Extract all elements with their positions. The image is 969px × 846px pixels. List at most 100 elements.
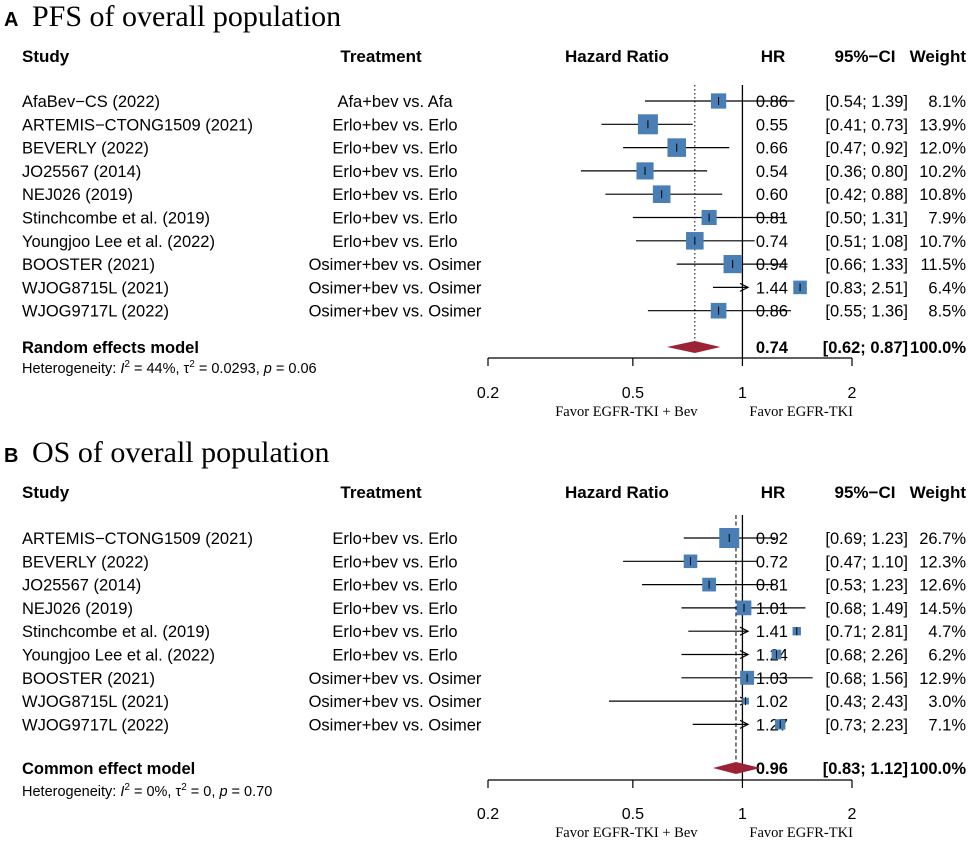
study-row: AfaBev−CS (2022) Afa+bev vs. Afa 0.86 [0.54… xyxy=(22,93,966,111)
pooled-label: Common effect model xyxy=(22,760,195,778)
heterogeneity-text: Heterogeneity: I2 = 0%, τ2 = 0, p = 0.70 xyxy=(22,782,272,800)
study-row: Stinchcombe et al. (2019) Erlo+bev vs. Er… xyxy=(22,210,966,228)
pooled-row: Common effect model 0.96 [0.83; 1.12] 100.0… xyxy=(22,760,966,778)
header-treatment: Treatment xyxy=(340,47,422,66)
study-row: BEVERLY (2022) Erlo+bev vs. Erlo 0.72 [0.47… xyxy=(22,553,966,571)
weight-value: 10.7% xyxy=(919,233,966,251)
het-tau-symbol: τ xyxy=(175,784,181,800)
ci-value: [0.73; 2.23] xyxy=(825,716,908,734)
panel-letter: B xyxy=(4,445,18,467)
study-name: JO25567 (2014) xyxy=(22,163,141,181)
pooled-diamond xyxy=(712,762,761,774)
treatment-label: Osimer+bev vs. Osimer xyxy=(309,279,482,297)
x-tick-label: 0.5 xyxy=(622,806,644,823)
hr-value: 0.81 xyxy=(756,577,788,595)
header-hazard-ratio: Hazard Ratio xyxy=(565,47,669,66)
hr-value: 1.41 xyxy=(756,623,788,641)
treatment-label: Osimer+bev vs. Osimer xyxy=(309,303,482,321)
ci-value: [0.68; 1.49] xyxy=(825,600,908,618)
weight-value: 14.5% xyxy=(919,600,966,618)
pooled-hr-value: 0.96 xyxy=(756,760,788,778)
header-ci: 95%−CI xyxy=(835,47,896,66)
treatment-label: Afa+bev vs. Afa xyxy=(337,93,453,111)
study-row: WJOG9717L (2022) Osimer+bev vs. Osimer 1.2… xyxy=(22,716,966,734)
hr-value: 1.02 xyxy=(756,693,788,711)
het-i2-value: = 0%, xyxy=(130,784,176,800)
het-p-value: = 0.06 xyxy=(272,361,317,377)
x-tick-label: 1 xyxy=(738,806,747,823)
het-prefix: Heterogeneity: xyxy=(22,361,120,377)
weight-value: 12.0% xyxy=(919,140,966,158)
study-name: BOOSTER (2021) xyxy=(22,256,155,274)
ci-value: [0.47; 0.92] xyxy=(825,140,908,158)
study-name: AfaBev−CS (2022) xyxy=(22,93,160,111)
het-tau-symbol: τ xyxy=(184,361,190,377)
treatment-label: Erlo+bev vs. Erlo xyxy=(332,553,457,571)
heterogeneity-text: Heterogeneity: I2 = 44%, τ2 = 0.0293, p … xyxy=(22,359,317,377)
treatment-label: Erlo+bev vs. Erlo xyxy=(332,623,457,641)
forest-panel-a: A PFS of overall population Study Treatment… xyxy=(4,0,966,420)
weight-value: 6.4% xyxy=(928,279,966,297)
header-hazard-ratio: Hazard Ratio xyxy=(565,483,669,502)
study-row: ARTEMIS−CTONG1509 (2021) Erlo+bev vs. Erl… xyxy=(22,528,966,548)
weight-value: 8.5% xyxy=(928,303,966,321)
ci-value: [0.41; 0.73] xyxy=(825,116,908,134)
study-name: Stinchcombe et al. (2019) xyxy=(22,210,210,228)
treatment-label: Erlo+bev vs. Erlo xyxy=(332,233,457,251)
study-name: NEJ026 (2019) xyxy=(22,600,133,618)
header-study: Study xyxy=(22,47,70,66)
header-treatment: Treatment xyxy=(340,483,422,502)
study-name: Youngjoo Lee et al. (2022) xyxy=(22,647,215,665)
treatment-label: Osimer+bev vs. Osimer xyxy=(309,716,482,734)
study-name: WJOG8715L (2021) xyxy=(22,693,169,711)
study-row: Youngjoo Lee et al. (2022) Erlo+bev vs. E… xyxy=(22,647,966,665)
study-row: ARTEMIS−CTONG1509 (2021) Erlo+bev vs. Erl… xyxy=(22,114,966,135)
het-prefix: Heterogeneity: xyxy=(22,784,120,800)
study-name: ARTEMIS−CTONG1509 (2021) xyxy=(22,530,253,548)
treatment-label: Erlo+bev vs. Erlo xyxy=(332,600,457,618)
panel-title: PFS of overall population xyxy=(32,0,341,33)
study-row: BOOSTER (2021) Osimer+bev vs. Osimer 0.94 [… xyxy=(22,255,966,274)
treatment-label: Erlo+bev vs. Erlo xyxy=(332,647,457,665)
hr-value: 0.86 xyxy=(756,93,788,111)
het-i2-power: 2 xyxy=(124,782,130,793)
treatment-label: Erlo+bev vs. Erlo xyxy=(332,186,457,204)
pooled-hr-value: 0.74 xyxy=(756,339,789,357)
weight-value: 6.2% xyxy=(928,647,966,665)
x-tick-label: 0.2 xyxy=(477,806,499,823)
hr-value: 0.54 xyxy=(756,163,788,181)
het-tau-power: 2 xyxy=(181,782,187,793)
weight-value: 12.9% xyxy=(919,670,966,688)
ci-value: [0.68; 1.56] xyxy=(825,670,908,688)
het-tau-value: = 0.0293, xyxy=(195,361,264,377)
study-name: JO25567 (2014) xyxy=(22,577,141,595)
ci-arrow xyxy=(739,282,750,292)
weight-value: 11.5% xyxy=(920,256,966,274)
favor-right-label: Favor EGFR-TKI xyxy=(749,825,853,841)
weight-value: 7.1% xyxy=(928,716,966,734)
header-ci: 95%−CI xyxy=(835,483,896,502)
het-i2-value: = 44%, xyxy=(130,361,184,377)
study-row: BEVERLY (2022) Erlo+bev vs. Erlo 0.66 [0.47… xyxy=(22,138,966,158)
study-row: JO25567 (2014) Erlo+bev vs. Erlo 0.81 [0.53… xyxy=(22,577,966,595)
hr-value: 0.81 xyxy=(756,210,788,228)
ci-value: [0.36; 0.80] xyxy=(825,163,908,181)
favor-left-label: Favor EGFR-TKI + Bev xyxy=(555,404,698,420)
x-tick-label: 1 xyxy=(738,385,747,402)
hr-value: 0.92 xyxy=(756,530,788,548)
hr-value: 0.55 xyxy=(756,116,788,134)
ci-value: [0.68; 2.26] xyxy=(825,647,908,665)
study-row: JO25567 (2014) Erlo+bev vs. Erlo 0.54 [0.36… xyxy=(22,162,966,181)
study-name: Youngjoo Lee et al. (2022) xyxy=(22,233,215,251)
weight-value: 3.0% xyxy=(928,693,966,711)
study-name: ARTEMIS−CTONG1509 (2021) xyxy=(22,116,253,134)
weight-value: 26.7% xyxy=(919,530,966,548)
ci-value: [0.50; 1.31] xyxy=(825,210,908,228)
ci-value: [0.54; 1.39] xyxy=(825,93,908,111)
x-tick-label: 0.5 xyxy=(622,385,644,402)
het-tau-value: = 0, xyxy=(187,784,220,800)
ci-value: [0.83; 2.51] xyxy=(825,279,908,297)
weight-value: 8.1% xyxy=(928,93,966,111)
treatment-label: Erlo+bev vs. Erlo xyxy=(332,163,457,181)
study-name: Stinchcombe et al. (2019) xyxy=(22,623,210,641)
